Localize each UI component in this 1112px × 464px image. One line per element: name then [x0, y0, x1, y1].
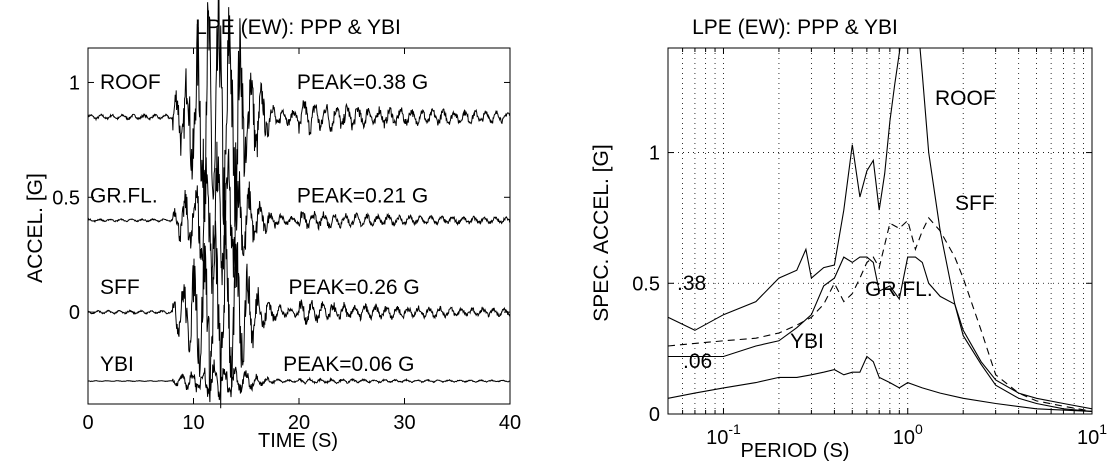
left-x-tick-label: 30: [393, 412, 415, 434]
right-x-tick-label: 100: [893, 421, 923, 449]
left-x-tick-label: 10: [182, 412, 204, 434]
time-history-name-label: GR.FL.: [90, 184, 158, 207]
right-y-tick-label: 0.5: [632, 273, 660, 295]
left-y-tick-label: 0: [69, 302, 80, 324]
right-x-tick-label: 101: [1077, 421, 1107, 449]
peak-value-label: PEAK=0.38 G: [297, 71, 428, 94]
spectrum-line-ybi: [668, 355, 1092, 412]
right-axes-frame: [667, 47, 1093, 415]
label-peak-ybi: .06: [683, 350, 712, 373]
peak-value-label: PEAK=0.26 G: [288, 276, 419, 299]
time-history-line: [88, 359, 511, 401]
right-x-axis-label: PERIOD (S): [741, 440, 850, 462]
right-plot-area: 0 0.5 1 10-1 100 101: [632, 47, 1107, 449]
label-sff: SFF: [955, 192, 995, 215]
left-y-tick-label: 0.5: [52, 187, 80, 209]
left-x-tick-label: 0: [82, 412, 93, 434]
left-x-tick-label: 40: [499, 412, 521, 434]
peak-value-label: PEAK=0.21 G: [297, 184, 428, 207]
left-chart-title: LPE (EW): PPP & YBI: [195, 16, 401, 39]
right-y-tick-label: 0: [649, 404, 660, 426]
left-y-axis-label: ACCEL. [G]: [24, 173, 47, 283]
time-history-line: [87, 220, 511, 409]
right-chart-title: LPE (EW): PPP & YBI: [692, 16, 898, 39]
right-x-tick-label: 10-1: [706, 421, 741, 449]
peak-value-label: PEAK=0.06 G: [283, 353, 414, 376]
right-y-tick-label: 1: [649, 143, 660, 165]
time-history-name-label: ROOF: [100, 71, 161, 94]
left-plot-area: 0 10 20 30 40 0 0.5 1 ROOF PEAK=0.38 G GR.FL. PEAK=…: [52, 0, 521, 434]
spectrum-line-roof: [668, 48, 1092, 410]
spectrum-line-sff: [668, 216, 1092, 412]
label-ybi: YBI: [790, 330, 824, 353]
label-peak-roof: .38: [677, 272, 706, 295]
left-x-tick-label: 20: [288, 412, 310, 434]
time-history-line: [87, 0, 511, 249]
left-y-tick-label: 1: [69, 72, 80, 94]
right-y-axis-label: SPEC. ACCEL. [G]: [590, 144, 613, 321]
time-history-name-label: SFF: [100, 276, 140, 299]
label-roof: ROOF: [935, 87, 996, 110]
label-grfl: GR.FL.: [865, 278, 933, 301]
left-x-axis-label: TIME (S): [258, 430, 338, 452]
spectrum-line-grfl: [668, 256, 1092, 412]
time-history-line: [87, 141, 511, 294]
time-history-name-label: YBI: [100, 353, 134, 376]
